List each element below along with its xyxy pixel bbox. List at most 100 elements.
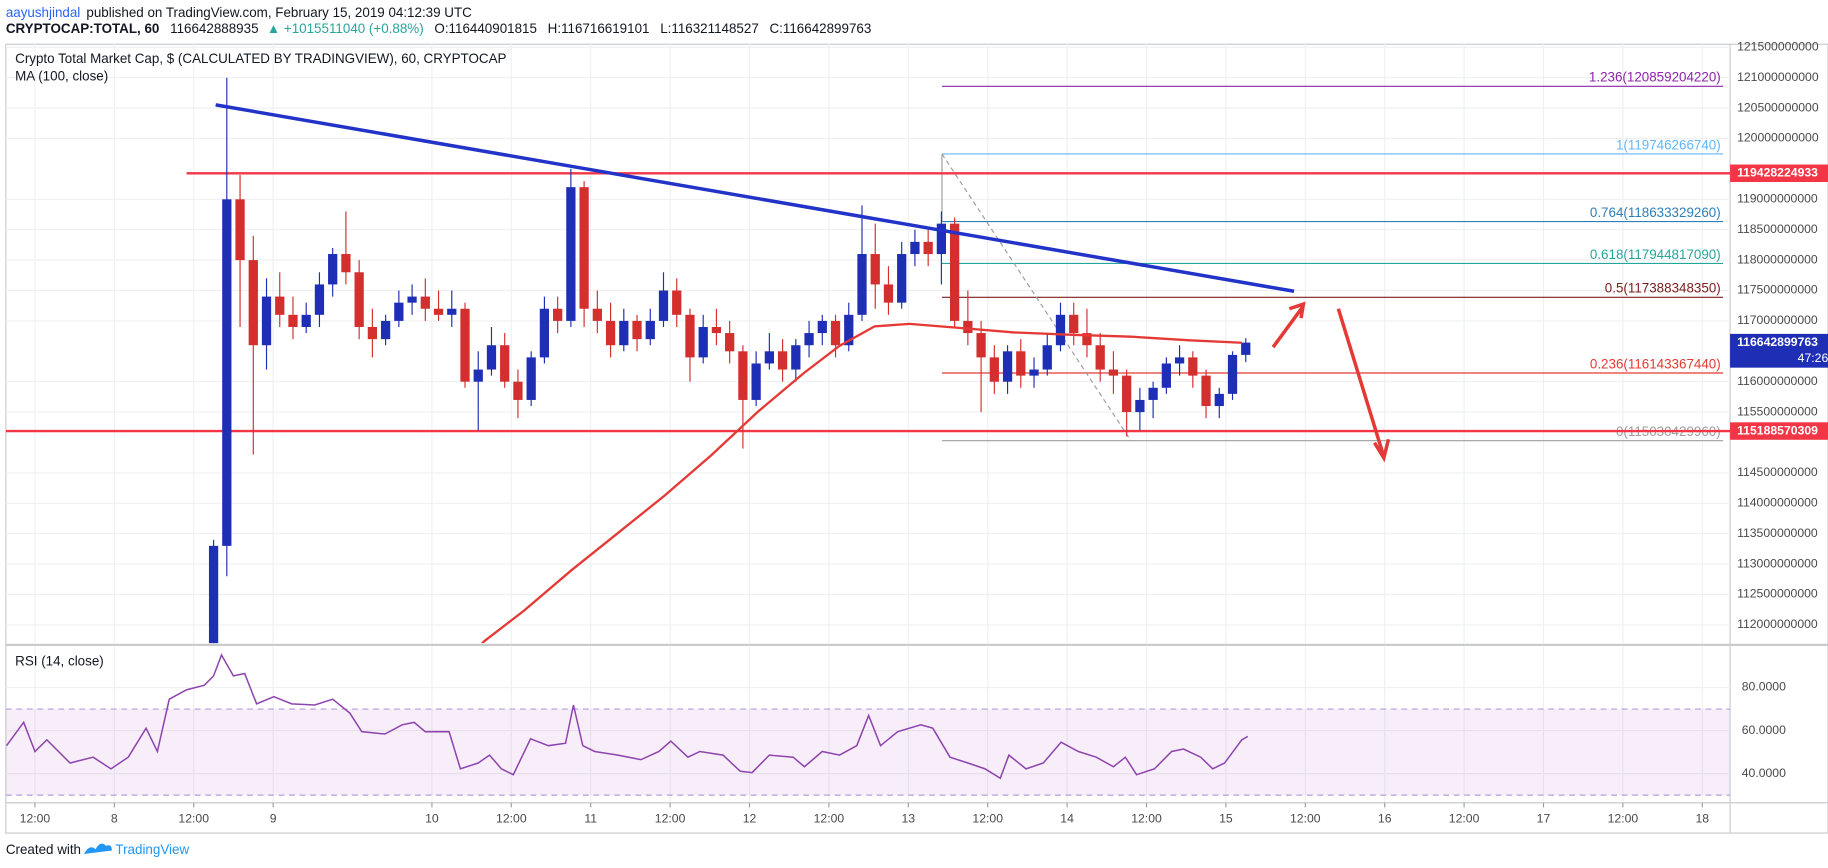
- rsi-line: [5, 653, 1249, 780]
- candle-body: [698, 326, 708, 358]
- fib-label: 0.236(116143367440): [1590, 356, 1721, 371]
- candle-body: [764, 351, 774, 364]
- candle-body: [579, 187, 589, 309]
- y-tick-label: 118500000000: [1737, 222, 1818, 236]
- open: O:116440901815: [434, 21, 537, 36]
- x-tick-label: 12: [743, 811, 757, 825]
- author[interactable]: aayushjindal: [6, 4, 80, 19]
- candle-body: [341, 254, 351, 273]
- candle-body: [328, 254, 338, 285]
- candle-body: [949, 223, 960, 321]
- x-tick-label: 13: [902, 811, 916, 825]
- fib-label: 1.236(120859204220): [1589, 70, 1721, 85]
- candle-body: [380, 320, 391, 340]
- fib-label: 1(119746266740): [1616, 137, 1721, 152]
- candle-body: [288, 314, 298, 327]
- change: ▲ +1015511040 (+0.88%): [267, 21, 424, 36]
- fib-label: 0.618(117944817090): [1590, 247, 1721, 262]
- plot: 12:00 8 12:00 9 10 12:00 11 12:00 12 12:00 13 12:00…: [5, 40, 1828, 825]
- candle-body: [1029, 369, 1039, 376]
- x-tick-label: 12:00: [1608, 811, 1639, 825]
- x-tick-label: 12:00: [20, 811, 51, 825]
- publish-info: published on TradingView.com, February 1…: [86, 4, 472, 19]
- x-tick-label: 12:00: [655, 811, 686, 825]
- level-price-label: 119428224933: [1737, 166, 1818, 180]
- level-price-box: [1730, 422, 1828, 440]
- y-tick-label: 80.0000: [1742, 680, 1786, 694]
- x-tick-label: 14: [1060, 811, 1074, 825]
- last-price-box: [1730, 333, 1828, 368]
- high: H:116716619101: [548, 21, 650, 36]
- candle-body: [1082, 333, 1092, 346]
- y-tick-label: 118000000000: [1737, 252, 1818, 266]
- candle-body: [433, 308, 444, 315]
- candle-body: [592, 308, 602, 321]
- candle-body: [486, 345, 497, 370]
- arrow-down: [1336, 308, 1391, 463]
- candle-body: [777, 351, 788, 370]
- y-tick-label: 120500000000: [1737, 100, 1819, 114]
- pane-title: RSI (14, close): [15, 653, 104, 668]
- pane-title: Crypto Total Market Cap, $ (CALCULATED B…: [15, 51, 506, 66]
- x-tick-label: 12:00: [814, 811, 845, 825]
- x-tick-label: 15: [1219, 811, 1233, 825]
- candle-body: [1122, 375, 1132, 413]
- candle-body: [208, 545, 219, 644]
- arrow-up: [1271, 301, 1306, 349]
- brand[interactable]: TradingView: [115, 842, 189, 857]
- candle-body: [394, 302, 404, 321]
- candle-body: [963, 320, 973, 334]
- x-tick-label: 11: [584, 811, 597, 825]
- y-tick-label: 113000000000: [1737, 556, 1818, 570]
- symbol-line: CRYPTOCAP:TOTAL, 60 116642888935 ▲ +1015…: [6, 21, 871, 36]
- y-tick-label: 60.0000: [1742, 723, 1786, 737]
- indicator-label: MA (100, close): [15, 68, 108, 83]
- publish-line: aayushjindal published on TradingView.co…: [6, 4, 472, 19]
- candle-body: [1095, 345, 1105, 370]
- candle-body: [460, 308, 470, 382]
- level-price-label: 115188570309: [1737, 423, 1818, 437]
- candle-body: [897, 254, 907, 303]
- candle-body: [1174, 357, 1185, 364]
- candle-body: [1214, 393, 1224, 407]
- rsi-band: [5, 709, 1731, 796]
- candle-body: [923, 241, 933, 255]
- last-value: 116642888935: [170, 21, 258, 36]
- candle-body: [261, 296, 272, 346]
- candle-body: [526, 357, 536, 400]
- x-tick-label: 12:00: [1131, 811, 1162, 825]
- trend-line: [215, 103, 1295, 293]
- x-tick-label: 10: [425, 811, 439, 825]
- y-tick-label: 117000000000: [1737, 313, 1818, 327]
- x-tick-label: 12:00: [496, 811, 527, 825]
- candle-body: [447, 308, 457, 315]
- grid: [5, 44, 1731, 808]
- candle-body: [1227, 354, 1238, 394]
- candle-body: [500, 345, 510, 382]
- brand-logo: [83, 843, 112, 855]
- candle-body: [314, 284, 325, 315]
- y-tick-label: 113500000000: [1737, 526, 1818, 540]
- x-tick-label: 8: [111, 811, 118, 825]
- candle-body: [645, 320, 655, 340]
- price-pane: Crypto Total Market Cap, $ (CALCULATED B…: [5, 51, 1731, 644]
- y-tick-label: 120000000000: [1737, 131, 1819, 145]
- candle-body: [566, 187, 576, 321]
- candle-body: [976, 333, 986, 358]
- candle-body: [1108, 369, 1119, 376]
- rsi-pane: RSI (14, close): [5, 653, 1731, 796]
- candle-body: [857, 254, 867, 315]
- candle-body: [1042, 345, 1052, 370]
- candle-body: [513, 381, 523, 400]
- candle-body: [817, 320, 827, 334]
- y-tick-label: 117500000000: [1737, 283, 1818, 297]
- candle-body: [751, 363, 761, 400]
- candle-body: [1148, 387, 1158, 400]
- candle-body: [936, 223, 947, 255]
- candle-body: [870, 254, 880, 285]
- candle-body: [619, 320, 629, 346]
- fib-label: 0.5(117388348350): [1605, 281, 1721, 296]
- x-tick-label: 16: [1378, 811, 1392, 825]
